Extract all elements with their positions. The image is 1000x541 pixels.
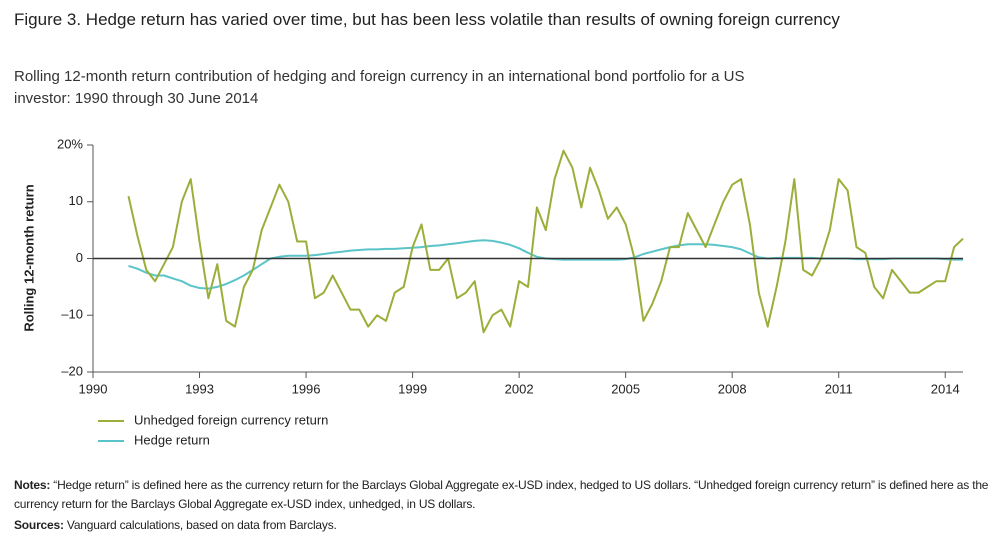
y-axis-label: Rolling 12-month return <box>21 184 36 331</box>
y-tick-label: 10 <box>69 193 83 208</box>
legend-label: Unhedged foreign currency return <box>134 412 328 427</box>
notes-label: Notes: <box>14 478 51 492</box>
chart-title: Figure 3. Hedge return has varied over t… <box>14 10 840 29</box>
y-tick-label: 20% <box>57 136 83 151</box>
y-tick-label: –20 <box>61 363 83 378</box>
x-tick-label: 1996 <box>292 381 321 396</box>
notes: Notes: “Hedge return” is defined here as… <box>14 476 989 514</box>
chart-subtitle: Rolling 12-month return contribution of … <box>14 68 745 107</box>
y-tick-label: 0 <box>76 250 83 265</box>
notes-text: “Hedge return” is defined here as the cu… <box>14 478 989 511</box>
legend-label: Hedge return <box>134 432 210 447</box>
x-tick-label: 1999 <box>398 381 427 396</box>
sources-text: Vanguard calculations, based on data fro… <box>66 518 337 532</box>
x-tick-label: 1990 <box>79 381 108 396</box>
chart: Rolling 12-month return 20% 10 0 –10 –20 1990… <box>21 136 964 447</box>
x-tick-label: 2008 <box>718 381 747 396</box>
x-tick-label: 2005 <box>611 381 640 396</box>
x-tick-label: 2011 <box>825 381 853 396</box>
x-tick-label: 2002 <box>505 381 534 396</box>
x-tick-label: 1993 <box>185 381 214 396</box>
sources: Sources: Vanguard calculations, based on… <box>14 516 989 535</box>
y-tick-label: –10 <box>61 307 83 322</box>
sources-label: Sources: <box>14 518 64 532</box>
series-line <box>127 149 964 334</box>
x-tick-label: 2014 <box>931 381 960 396</box>
